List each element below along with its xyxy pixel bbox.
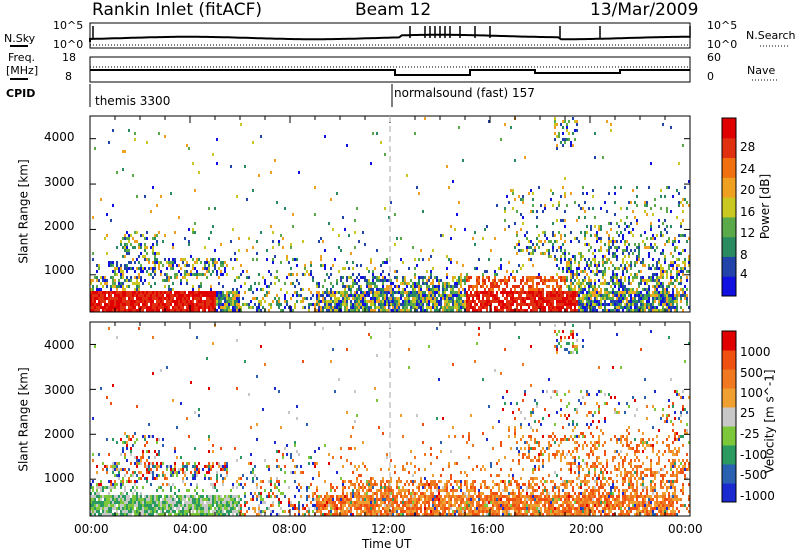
power-ytick-1000: 1000 [44,263,75,277]
xtick-0400: 04:00 [173,522,208,536]
velocity-colorbar-segment [722,407,736,427]
vel-cbar-tick--100: -100 [740,448,768,462]
velocity-scatter [90,324,690,516]
nsearch-label: N.Search [746,29,796,42]
velocity-ytick-2000: 2000 [44,427,75,441]
radar-title: Rankin Inlet (fitACF) [92,0,263,20]
velocity-colorbar-segment [722,426,736,446]
nsearch-bottom-tick: 10^0 [707,38,738,51]
velocity-ytick-1000: 1000 [44,471,75,485]
power-ytick-3000: 3000 [44,175,75,189]
velocity-colorbar-segment [722,464,736,484]
vel-cbar-tick--25: -25 [740,427,760,441]
power-colorbar-segment [722,236,736,257]
power-scatter [90,117,690,312]
beam-label: Beam 12 [355,0,432,20]
velocity-colorbar-segment [722,483,736,503]
freq-label: Freq. [8,51,36,64]
vel-cbar-tick--500: -500 [740,468,768,482]
power-cbar-tick-28: 28 [740,140,756,154]
velocity-ytick-3000: 3000 [44,383,75,397]
nsky-bottom-tick: 10^0 [53,38,84,51]
vel-cbar-tick-500: 500 [740,366,763,380]
freq-top-tick: 18 [62,51,76,64]
power-colorbar-segment [722,137,736,159]
nsky-top-tick: 10^5 [53,19,84,32]
power-cbar-tick-20: 20 [740,183,756,197]
power-colorbar-segment [722,177,736,198]
power-colorbar-segment [722,157,736,178]
vel-cbar-tick--1000: -1000 [740,489,775,503]
xtick-1200: 12:00 [371,522,406,536]
cpid-mode-1: themis 3300 [95,94,171,108]
nave-top-tick: 60 [707,51,721,64]
velocity-colorbar-segment [722,350,736,370]
freq-unit-label: [MHz] [6,64,39,77]
velocity-colorbar-frame [721,330,737,503]
nsky-line [89,33,690,42]
nsearch-top-tick: 10^5 [707,19,738,32]
cpid-label: CPID [6,87,36,100]
vel-cbar-tick-100: 100 [740,386,763,400]
xtick-1600: 16:00 [470,522,505,536]
power-colorbar-segment [722,216,736,238]
freq-bottom-tick: 8 [65,70,72,83]
power-ytick-4000: 4000 [44,130,75,144]
xtick-0800: 08:00 [272,522,307,536]
power-colorbar-segment [722,256,736,277]
power-colorbar-segment [722,197,736,218]
freq-line [90,69,690,76]
vel-cbar-tick-1000: 1000 [740,345,771,359]
date-label: 13/Mar/2009 [590,0,699,20]
xtick-2400: 00:00 [668,522,703,536]
velocity-colorbar [721,330,737,503]
nave-label: Nave [747,64,776,77]
power-colorbar-frame [721,117,737,297]
velocity-colorbar-segment [722,331,736,351]
power-colorbar-segment [722,276,736,297]
vel-cbar-tick-25: 25 [740,406,756,420]
nave-bottom-tick: 0 [707,70,714,83]
xtick-2000: 20:00 [569,522,604,536]
cpid-mode-2: normalsound (fast) 157 [394,86,535,100]
power-cbar-tick-4: 4 [740,267,748,281]
velocity-colorbar-segment [722,445,736,465]
power-colorbar-segment [722,118,736,139]
power-cbar-tick-8: 8 [740,248,748,262]
power-ytick-2000: 2000 [44,219,75,233]
xtick-0000: 00:00 [74,522,109,536]
power-cbar-tick-24: 24 [740,162,756,176]
velocity-colorbar-segment [722,388,736,408]
velocity-colorbar-segment [722,369,736,389]
nsky-label: N.Sky [4,32,36,45]
power-colorbar [721,117,737,297]
power-cbar-tick-12: 12 [740,226,756,240]
xlabel: Time UT [362,537,412,551]
power-cbar-tick-16: 16 [740,205,756,219]
velocity-ytick-4000: 4000 [44,338,75,352]
